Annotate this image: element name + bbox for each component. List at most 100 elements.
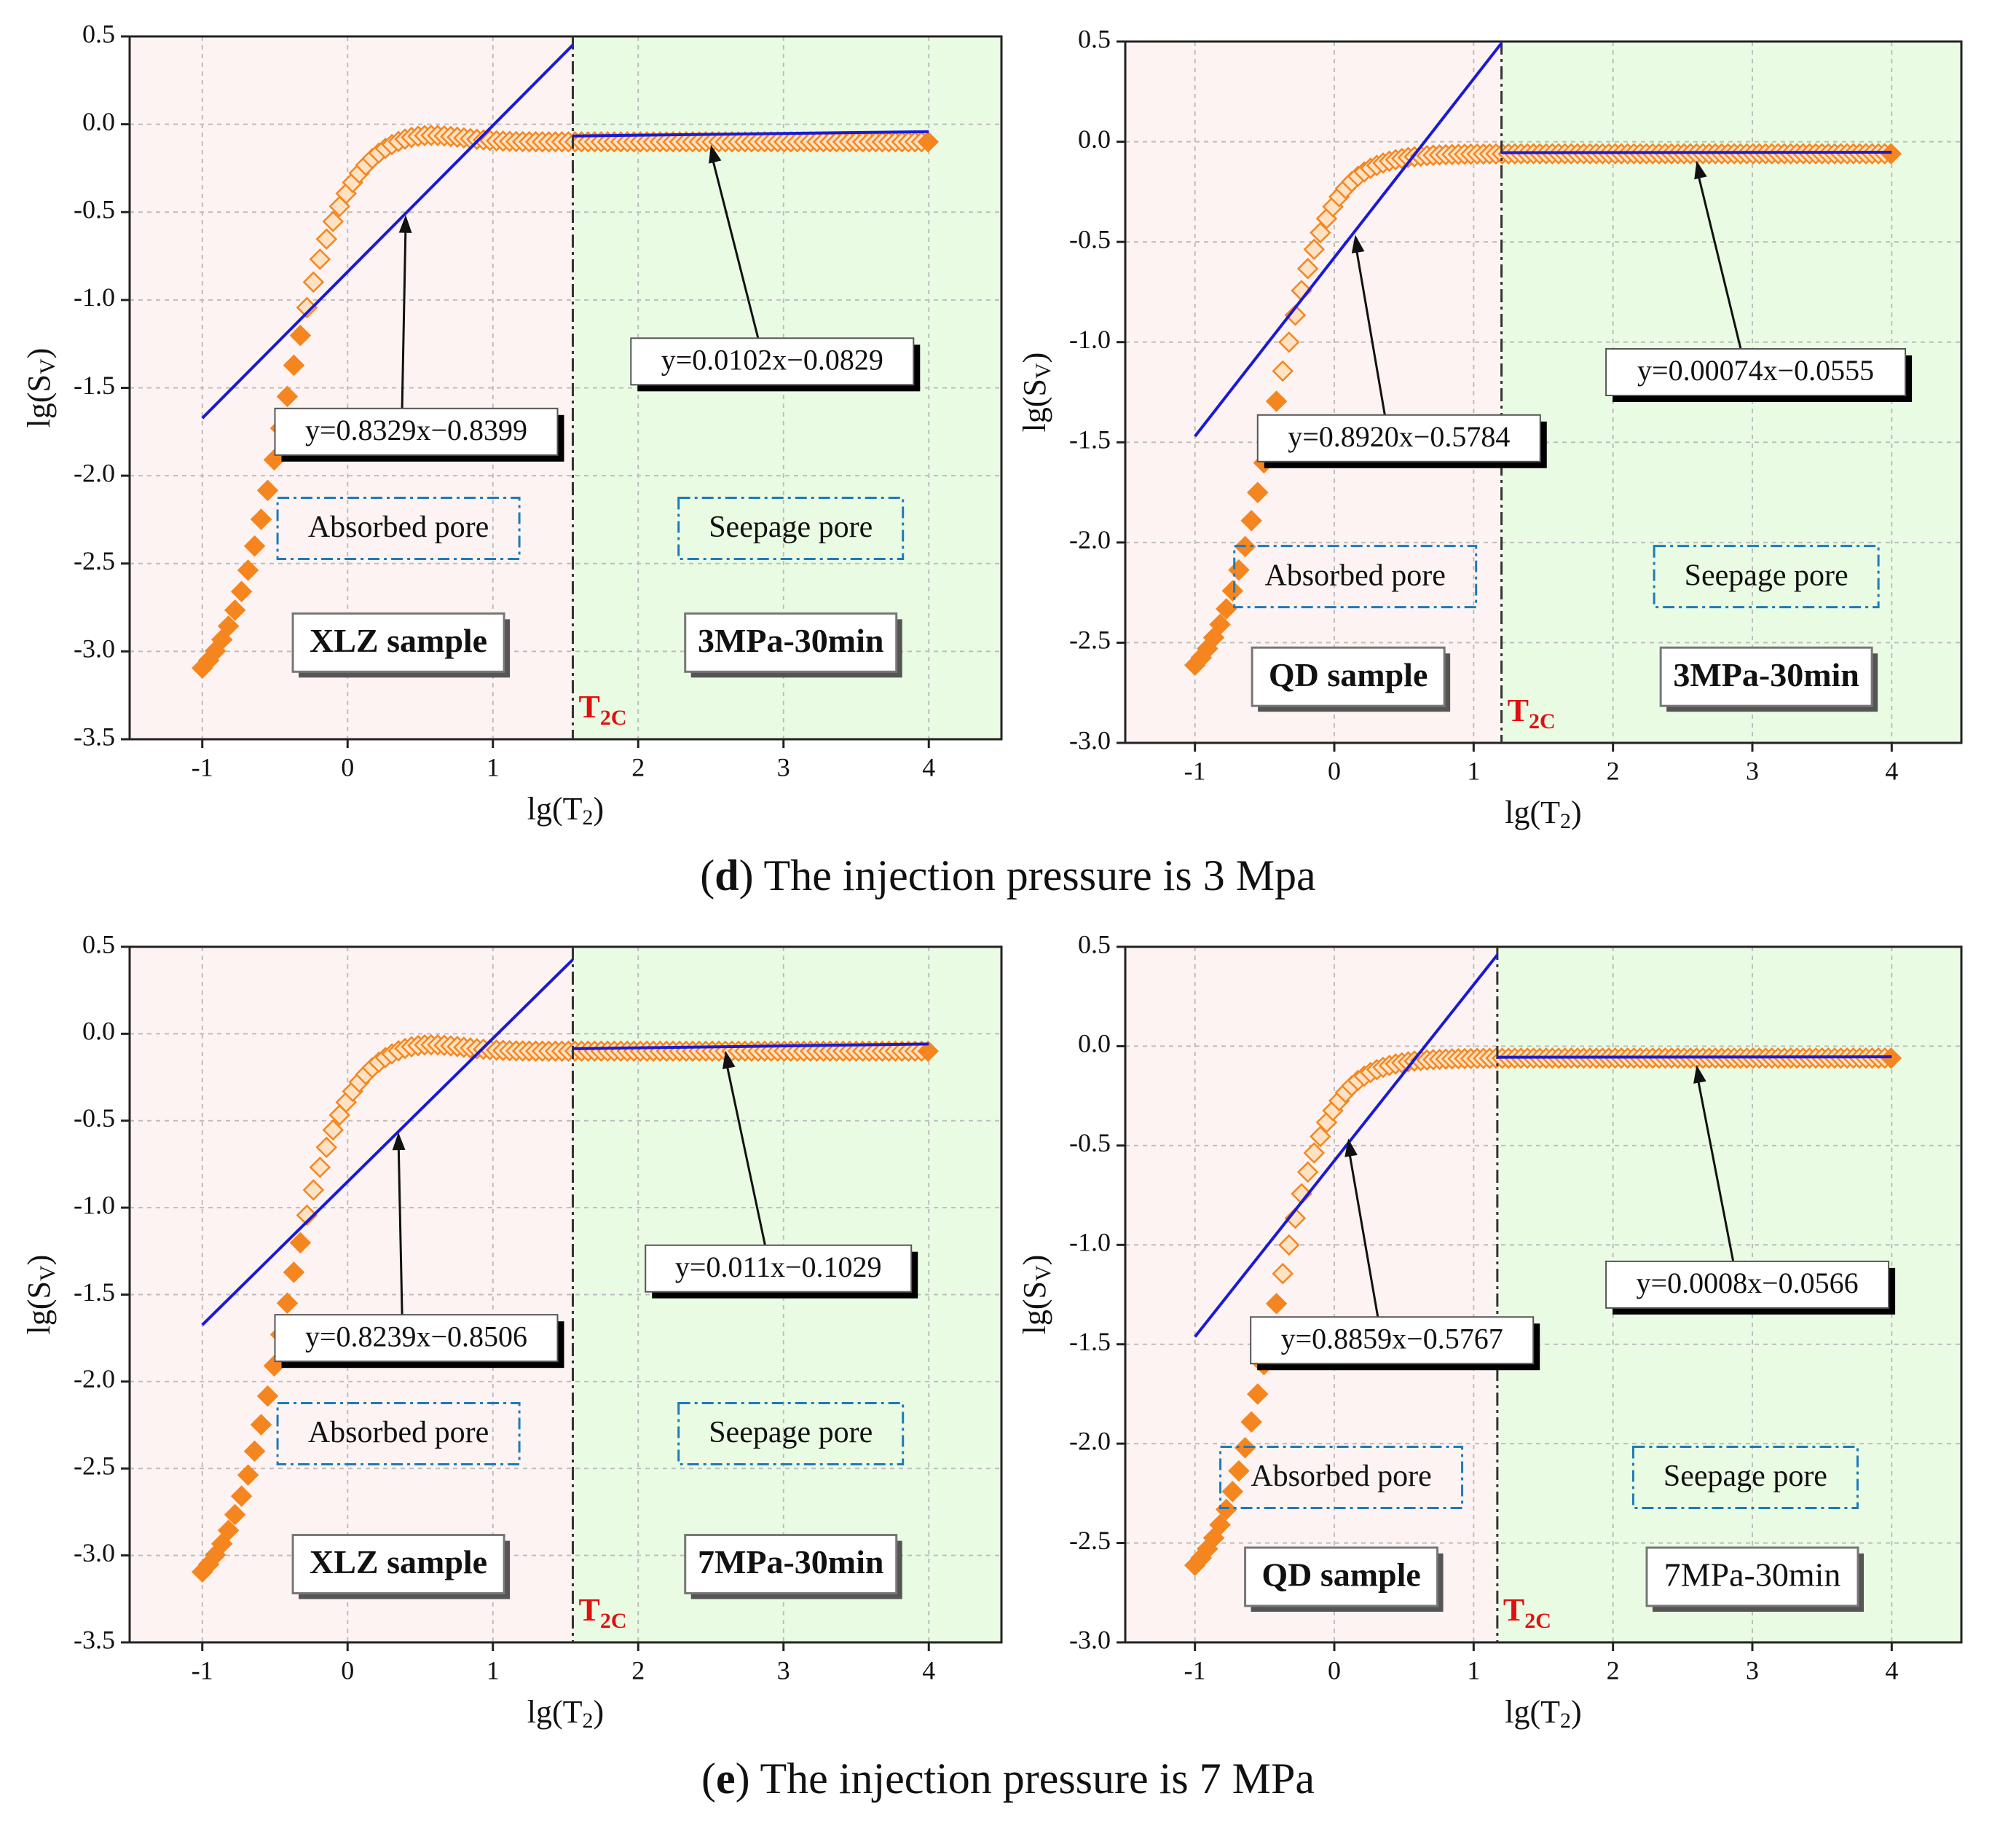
y-tick-label: -3.0 — [74, 634, 115, 664]
data-point — [217, 1519, 240, 1542]
fit-line-absorbed — [201, 958, 574, 1326]
y-tick-label: -2.0 — [74, 458, 115, 487]
seepage-pore-label: Seepage pore — [1663, 1460, 1827, 1493]
annotation-arrowhead — [709, 144, 722, 164]
annotation-arrow — [1695, 1071, 1735, 1262]
label-box — [1251, 646, 1446, 707]
absorbed-pore-box — [276, 1402, 521, 1465]
y-tick-label: -3.5 — [74, 722, 115, 751]
y-tick-label: 0.0 — [1078, 125, 1111, 154]
y-tick-label: -1.5 — [74, 371, 115, 400]
y-tick-label: -2.5 — [1069, 626, 1111, 655]
y-tick-label: 0.5 — [82, 19, 115, 48]
data-point — [1272, 1262, 1294, 1285]
data-point — [1265, 390, 1288, 412]
data-point — [243, 1440, 266, 1462]
seepage-pore-box — [677, 497, 905, 560]
equation-box — [1256, 414, 1541, 462]
absorbed-pore-label: Absorbed pore — [1251, 1460, 1431, 1493]
x-tick-label: -1 — [1184, 1655, 1206, 1685]
data-point — [289, 324, 312, 347]
equation-label: y=0.8239x−0.8506 — [305, 1320, 527, 1352]
fit-line-absorbed — [1194, 42, 1503, 438]
y-tick-label: -1.5 — [1069, 425, 1111, 454]
data-point — [917, 1040, 940, 1063]
fit-line-absorbed — [201, 44, 574, 420]
data-point — [1284, 304, 1307, 326]
chart-panel-d-qd: -1 0 1 2 3 4 0.5 0.0 -0.5 -1.0 -1.5 -2.0 -2.5 -3.0 lg(… — [1017, 24, 1963, 833]
equation-box — [1250, 1316, 1535, 1365]
data-point — [302, 1179, 325, 1201]
annotation-arrow — [1347, 1145, 1379, 1318]
x-tick-label: 3 — [777, 1655, 790, 1685]
condition-label: 3MPa-30min — [698, 622, 884, 659]
label-box — [291, 1534, 505, 1595]
data-point — [1215, 598, 1237, 620]
seepage-pore-box — [677, 1402, 905, 1465]
sample-label: XLZ sample — [310, 622, 487, 659]
data-point — [315, 1136, 338, 1159]
x-tick-label: 4 — [922, 1655, 935, 1685]
chart-panel-e-xlz: -1 0 1 2 3 4 0.5 0.0 -0.5 -1.0 -1.5 -2.0 -2.5 -3.0 -3.… — [21, 929, 1003, 1733]
data-point — [1209, 1513, 1231, 1536]
y-tick-label: -3.0 — [74, 1538, 115, 1567]
data-point — [263, 449, 286, 471]
annotation-arrow — [709, 151, 760, 339]
x-tick-label: 0 — [1328, 1655, 1341, 1685]
y-tick-label: -1.0 — [1069, 1228, 1111, 1257]
annotation-arrowhead — [1694, 160, 1707, 180]
equation-label: y=0.0008x−0.0566 — [1637, 1267, 1859, 1299]
data-point — [1296, 1161, 1319, 1183]
condition-label: 7MPa-30min — [1664, 1556, 1841, 1594]
data-point — [283, 354, 305, 377]
data-point — [1296, 258, 1319, 280]
plot-frame — [1124, 40, 1963, 744]
annotation-arrow — [401, 222, 407, 409]
y-tick-label: -2.5 — [1069, 1526, 1111, 1555]
label-box — [291, 612, 505, 673]
sample-label: QD sample — [1269, 656, 1428, 693]
label-box — [1659, 646, 1873, 707]
x-tick-label: 4 — [1885, 1655, 1898, 1685]
plot-frame — [1124, 945, 1963, 1644]
annotation-arrowhead — [1344, 1138, 1358, 1157]
y-axis-title: lg(SV) — [1017, 353, 1055, 433]
data-point — [1240, 510, 1262, 532]
equation-box — [1605, 347, 1907, 396]
x-tick-label: 1 — [1467, 756, 1480, 785]
absorbed-pore-box — [1219, 1446, 1464, 1510]
x-tick-label: 3 — [1746, 756, 1759, 785]
y-tick-label: -1.5 — [74, 1277, 115, 1307]
x-tick-label: -1 — [192, 752, 213, 781]
data-point — [1247, 481, 1269, 504]
absorbed-pore-label: Absorbed pore — [308, 1416, 489, 1449]
x-tick-label: 1 — [487, 752, 500, 781]
equation-label: y=0.0102x−0.0829 — [661, 343, 883, 376]
y-tick-label: 0.0 — [82, 1017, 115, 1046]
data-point — [309, 1156, 331, 1178]
condition-label: 3MPa-30min — [1673, 656, 1859, 693]
seepage-pore-label: Seepage pore — [709, 511, 873, 544]
x-tick-label: 3 — [777, 752, 790, 781]
absorbed-pore-box — [276, 497, 521, 560]
fit-line-absorbed — [1194, 953, 1499, 1338]
t2c-label: T2C — [578, 689, 626, 730]
fit-line-seepage — [1497, 1055, 1892, 1059]
data-point — [230, 580, 253, 602]
data-point — [1278, 331, 1300, 353]
data-point — [224, 1503, 246, 1526]
annotation-arrowhead — [1693, 1065, 1706, 1084]
absorbed-pore-label: Absorbed pore — [1264, 559, 1445, 592]
x-tick-label: 2 — [1607, 1655, 1620, 1685]
scatter-series — [191, 125, 940, 680]
data-point — [1221, 1481, 1244, 1503]
data-point — [1303, 1142, 1326, 1164]
y-tick-label: -1.0 — [74, 1190, 115, 1219]
data-point — [1278, 1234, 1300, 1256]
y-tick-label: -0.5 — [1069, 224, 1111, 253]
data-point — [243, 535, 266, 557]
data-point — [1272, 360, 1294, 382]
annotation-arrowhead — [722, 1050, 736, 1070]
x-tick-label: 2 — [631, 1655, 645, 1685]
